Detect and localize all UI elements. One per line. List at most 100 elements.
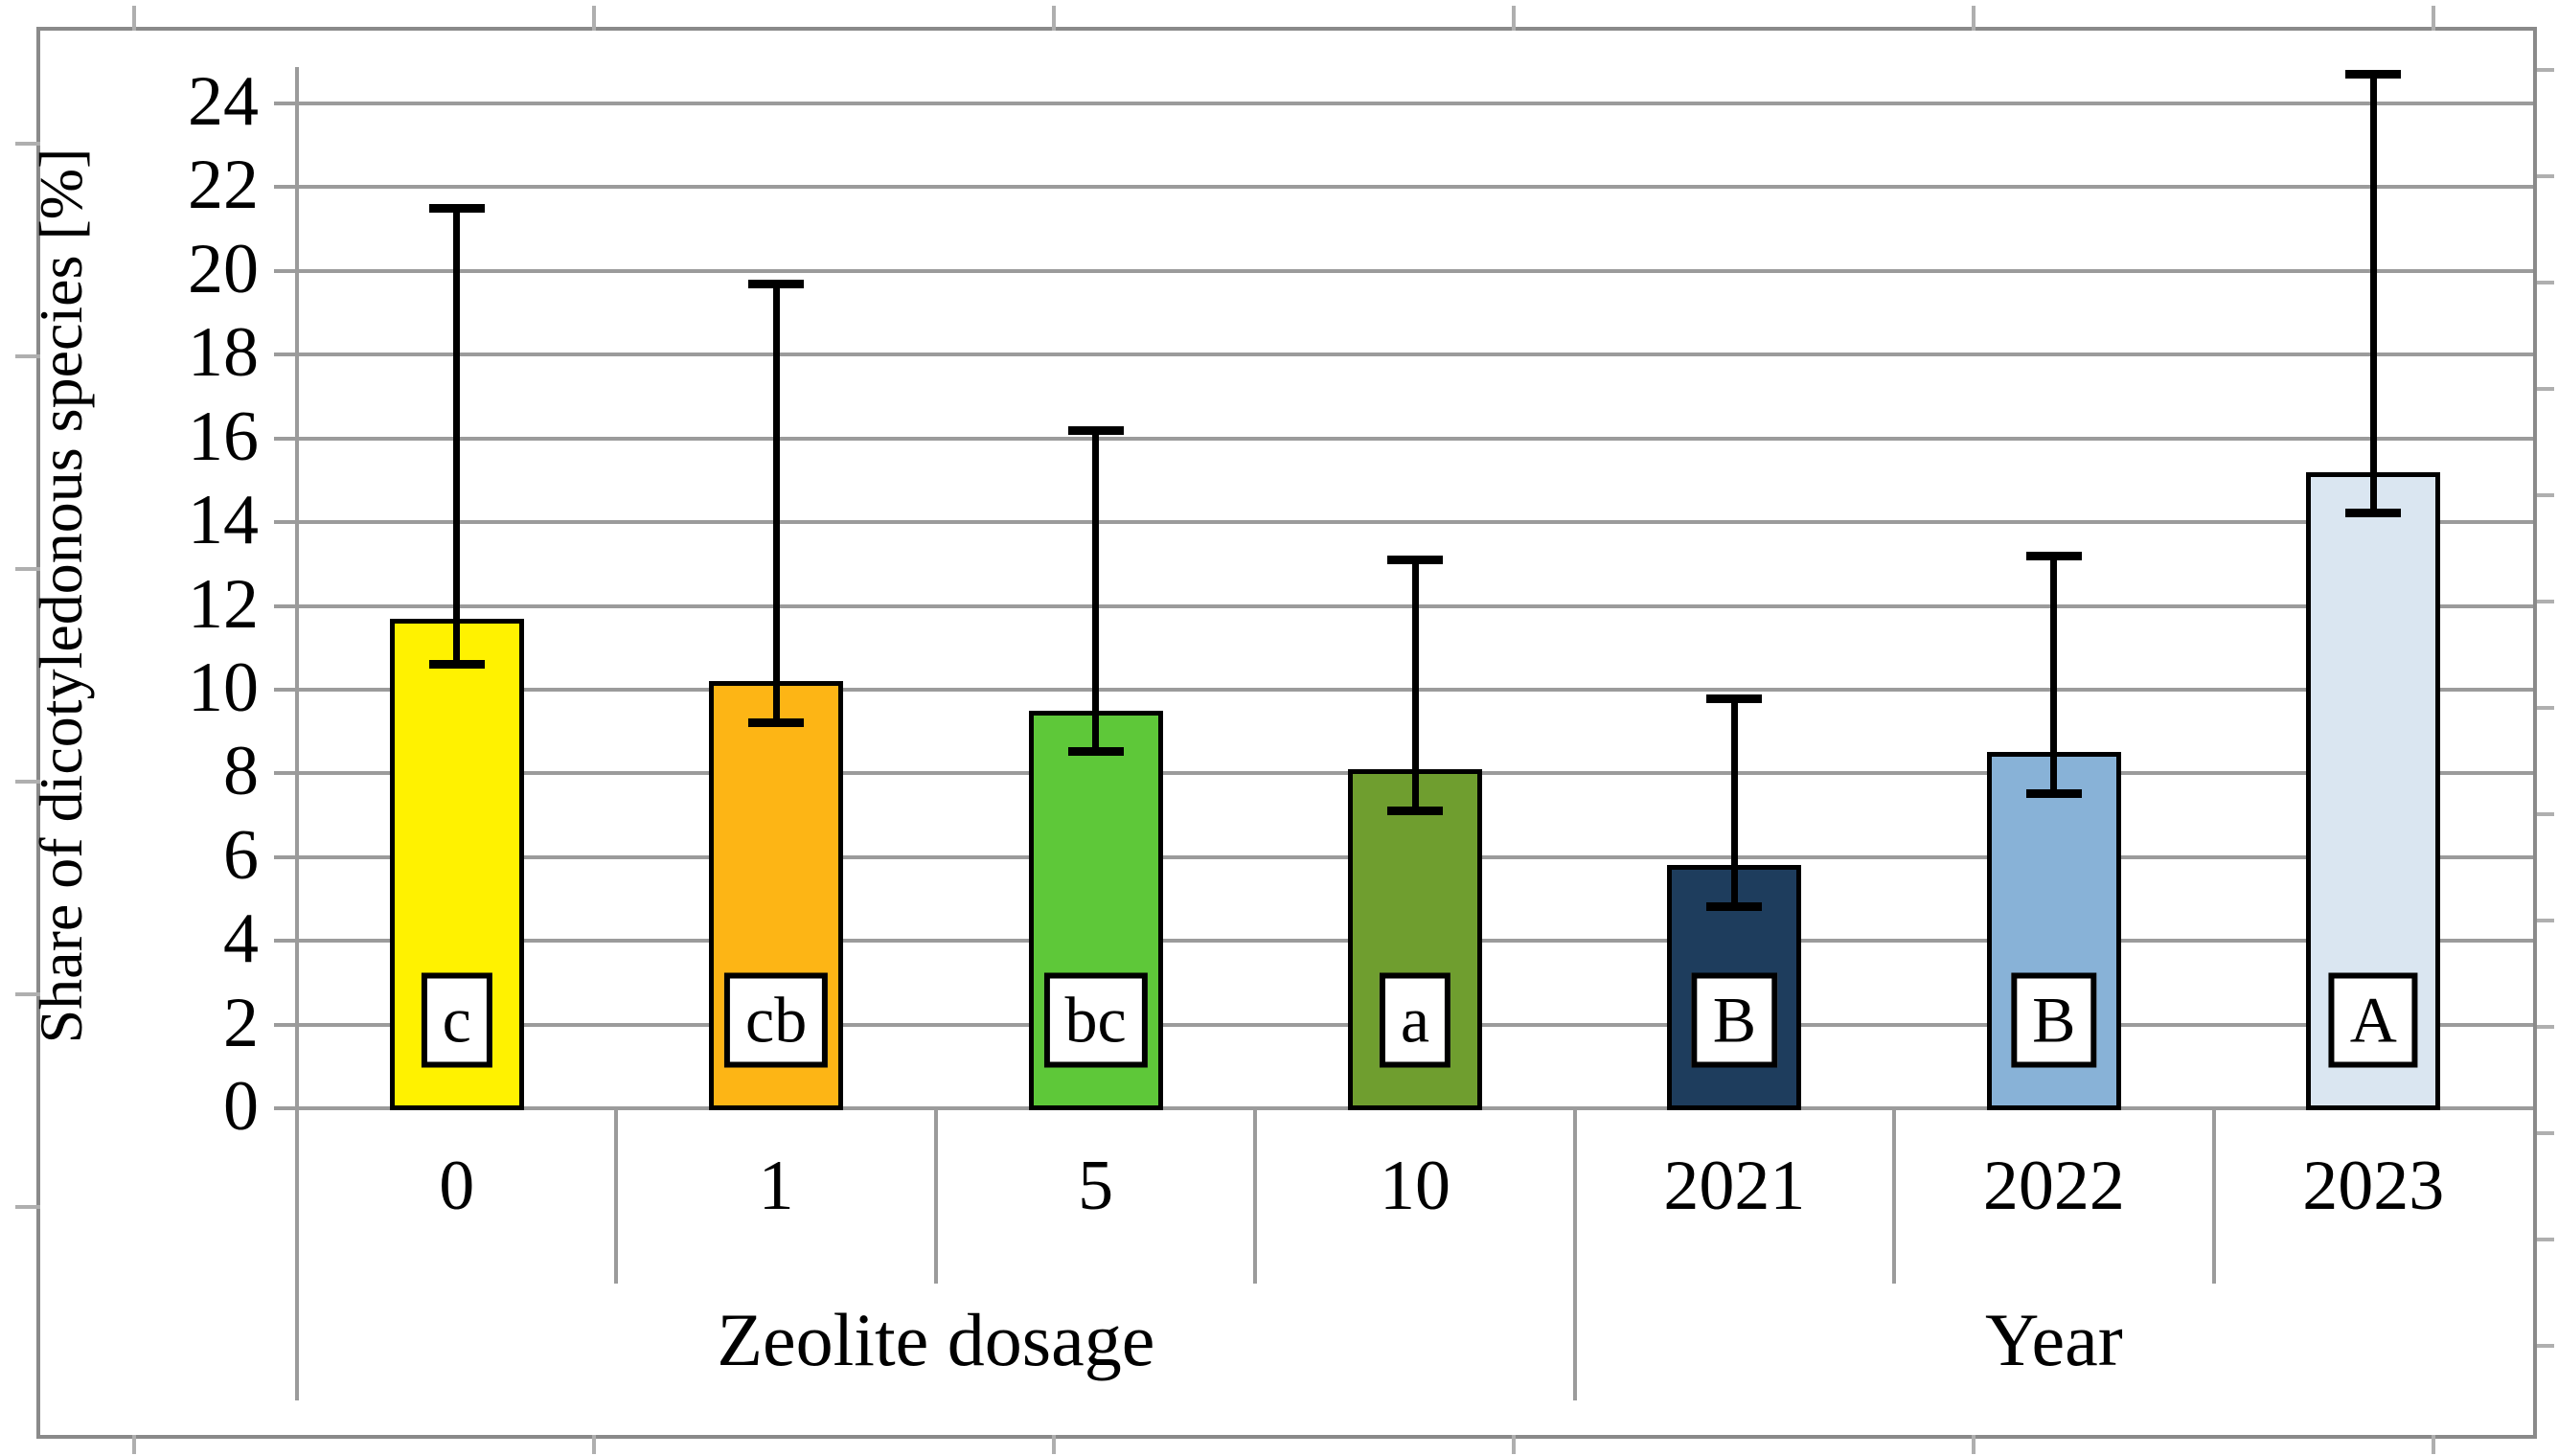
y-tick-label: 10: [188, 648, 259, 727]
category-label-2021: 2021: [1663, 1147, 1806, 1225]
error-bar-cap-top-2023: [2345, 70, 2402, 80]
error-bar-line-10: [1411, 559, 1419, 811]
sheet-row-stub: [2537, 1131, 2554, 1135]
sheet-row-stub: [15, 567, 40, 571]
category-label-0: 0: [439, 1147, 475, 1225]
category-label-5: 5: [1078, 1147, 1114, 1225]
y-axis-title: Share of dicotyledonous species [%]: [27, 148, 95, 1044]
category-separator: [933, 1108, 938, 1284]
y-tick-label: 16: [188, 397, 259, 476]
y-axis-tick: [274, 1022, 297, 1027]
y-axis-tick: [274, 1106, 297, 1110]
y-tick-label: 24: [188, 62, 259, 141]
y-tick-label: 12: [188, 564, 259, 644]
category-separator: [1892, 1108, 1897, 1284]
category-separator: [1253, 1108, 1258, 1284]
sheet-row-stub: [2537, 68, 2554, 72]
y-axis-tick: [274, 603, 297, 608]
y-tick-label: 22: [188, 146, 259, 225]
sheet-row-stub: [2537, 600, 2554, 603]
group-label-year: Year: [1984, 1298, 2123, 1381]
error-bar-cap-bottom-5: [1067, 747, 1124, 757]
error-bar-cap-top-10: [1387, 556, 1443, 565]
category-label-2023: 2023: [2302, 1147, 2445, 1225]
y-axis-tick: [274, 102, 297, 105]
y-tick-label: 14: [188, 481, 259, 560]
error-bar-cap-bottom-2023: [2345, 509, 2402, 518]
sheet-column-stub: [2432, 6, 2435, 31]
sheet-row-stub: [2537, 706, 2554, 710]
error-bar-cap-top-0: [428, 204, 485, 214]
y-gridline: [297, 185, 2533, 190]
sheet-row-stub: [15, 992, 40, 996]
sheet-column-stub: [1512, 1435, 1516, 1454]
sheet-row-stub: [2537, 387, 2554, 391]
y-axis-tick: [274, 185, 297, 190]
error-bar-line-2023: [2369, 74, 2377, 514]
error-bar-cap-bottom-0: [428, 659, 485, 669]
sig-letter-box-10: a: [1379, 972, 1451, 1068]
sheet-row-stub: [15, 780, 40, 784]
y-tick-label: 8: [223, 732, 259, 811]
y-axis-tick: [274, 854, 297, 859]
y-axis-tick: [274, 353, 297, 357]
sheet-column-stub: [2432, 1435, 2435, 1454]
error-bar-line-1: [772, 283, 780, 723]
sheet-column-stub: [132, 1435, 136, 1454]
sig-letter-box-2022: B: [2011, 972, 2097, 1068]
sheet-column-stub: [1972, 1435, 1976, 1454]
sig-letter-box-2021: B: [1691, 972, 1778, 1068]
y-gridline: [297, 520, 2533, 525]
sheet-row-stub: [2537, 1238, 2554, 1241]
y-axis-tick: [274, 771, 297, 776]
sig-letter-box-2023: A: [2328, 972, 2418, 1068]
sig-letter-box-0: c: [421, 972, 492, 1068]
y-tick-label: 20: [188, 229, 259, 308]
category-separator: [614, 1108, 619, 1284]
sheet-column-stub: [1052, 6, 1056, 31]
sheet-row-stub: [2537, 812, 2554, 816]
sheet-row-stub: [2537, 281, 2554, 284]
y-gridline: [297, 353, 2533, 357]
sheet-column-stub: [592, 1435, 596, 1454]
group-label-zeolite-dosage: Zeolite dosage: [717, 1298, 1155, 1381]
sheet-column-stub: [1052, 1435, 1056, 1454]
error-bar-line-2022: [2050, 556, 2058, 795]
category-label-2022: 2022: [1982, 1147, 2125, 1225]
y-tick-label: 0: [223, 1067, 259, 1146]
sig-letter-box-1: cb: [724, 972, 829, 1068]
y-axis-tick: [274, 939, 297, 944]
y-axis-tick: [274, 268, 297, 273]
sheet-column-stub: [1972, 6, 1976, 31]
y-axis-line: [295, 67, 299, 1400]
sheet-column-stub: [592, 6, 596, 31]
sheet-row-stub: [15, 354, 40, 358]
error-bar-cap-top-2022: [2025, 552, 2082, 561]
y-tick-label: 4: [223, 899, 259, 979]
sheet-row-stub: [2537, 919, 2554, 922]
y-gridline: [297, 436, 2533, 441]
y-axis-tick: [274, 436, 297, 441]
y-axis-tick: [274, 520, 297, 525]
error-bar-line-2021: [1730, 697, 1738, 908]
category-separator: [2211, 1108, 2216, 1284]
y-axis-tick: [274, 687, 297, 692]
sheet-column-stub: [132, 6, 136, 31]
sheet-column-stub: [1512, 6, 1516, 31]
error-bar-cap-top-5: [1067, 425, 1124, 435]
y-tick-label: 2: [223, 983, 259, 1062]
category-label-1: 1: [758, 1147, 794, 1225]
y-tick-label: 18: [188, 313, 259, 393]
y-tick-label: 6: [223, 815, 259, 895]
sheet-row-stub: [15, 1205, 40, 1209]
sheet-row-stub: [15, 142, 40, 146]
sheet-row-stub: [2537, 174, 2554, 178]
error-bar-line-5: [1092, 429, 1100, 753]
sheet-row-stub: [2537, 493, 2554, 497]
category-label-10: 10: [1380, 1147, 1450, 1225]
sig-letter-box-5: bc: [1043, 972, 1148, 1068]
error-bar-cap-bottom-2021: [1706, 902, 1763, 912]
y-gridline: [297, 102, 2533, 105]
error-bar-cap-top-2021: [1706, 694, 1763, 703]
